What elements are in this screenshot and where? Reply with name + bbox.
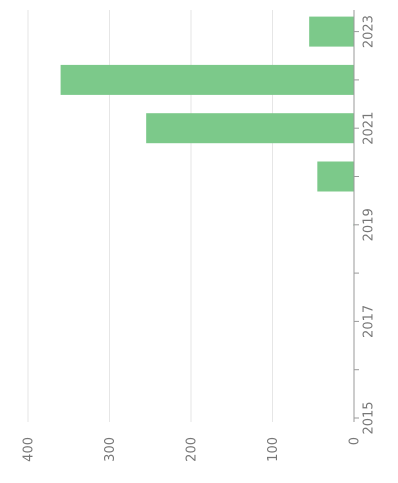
bar-2022 <box>60 64 354 95</box>
value-tick-label-100: 100 <box>266 437 281 462</box>
value-tick-label-200: 200 <box>185 437 200 462</box>
value-tick-labels: 0 100 200 300 400 <box>22 437 363 462</box>
value-tick-label-400: 400 <box>22 437 37 462</box>
value-tick-label-0: 0 <box>348 437 363 445</box>
bars <box>60 16 354 226</box>
category-axis <box>353 10 359 422</box>
value-tick-label-300: 300 <box>103 437 118 462</box>
category-tick-labels: 2015 2017 2019 2021 2023 <box>362 15 377 434</box>
category-tick-label-2019: 2019 <box>362 208 377 241</box>
category-tick-label-2017: 2017 <box>362 305 377 338</box>
category-tick-label-2015: 2015 <box>362 401 377 434</box>
category-tick-label-2023: 2023 <box>362 15 377 48</box>
bar-2023 <box>309 16 354 47</box>
bar-2021 <box>146 113 354 144</box>
category-tick-label-2021: 2021 <box>362 112 377 145</box>
bar-2020 <box>317 161 354 192</box>
